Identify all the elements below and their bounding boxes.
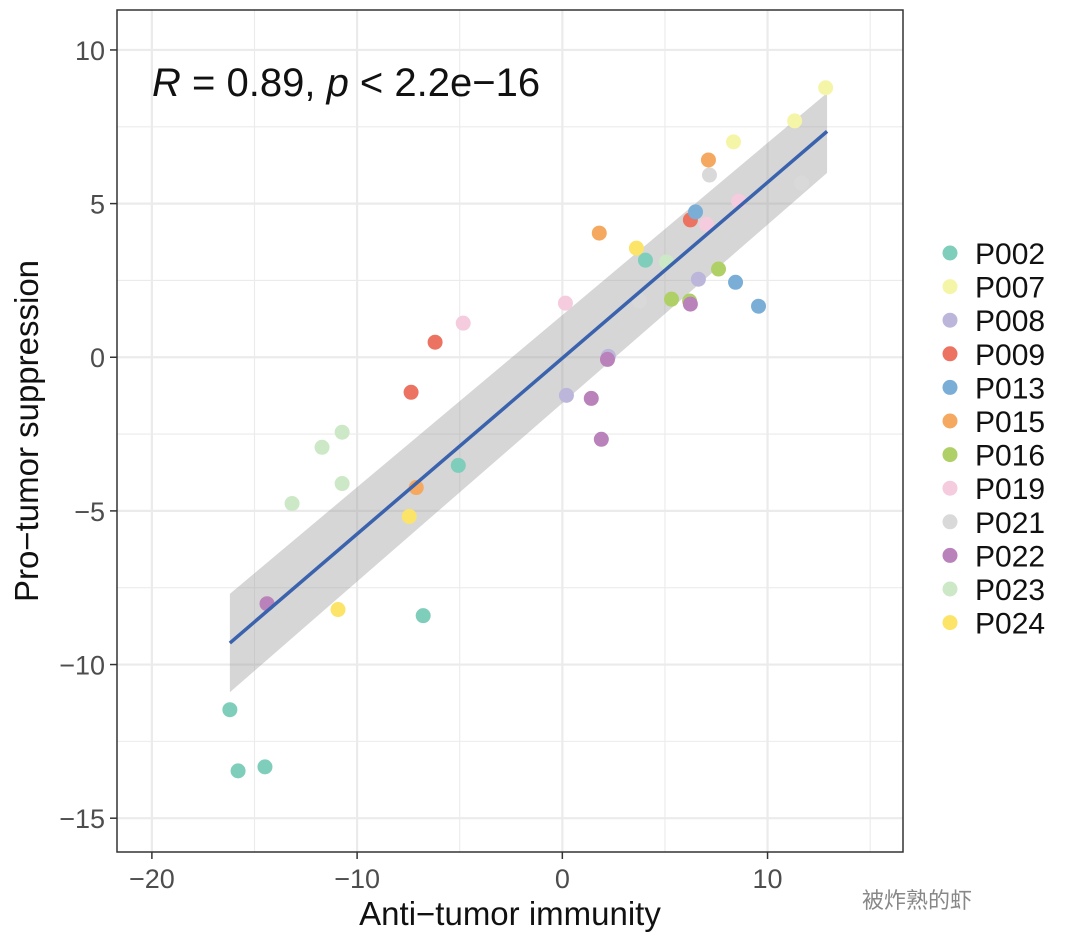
x-tick-label: −10 [334,864,380,894]
point-p002 [415,608,431,624]
point-p024 [628,240,644,256]
y-tick-label: 10 [75,36,105,66]
points [222,80,834,779]
confidence-band [229,92,828,693]
point-p008 [558,387,574,403]
x-axis-label: Anti−tumor immunity [359,895,661,932]
legend-key-p007 [942,279,958,295]
point-p002 [257,759,273,775]
legend-label: P021 [975,507,1045,540]
grid [117,10,903,852]
legend-label: P009 [975,339,1045,372]
legend-key-p008 [942,312,958,328]
legend-key-p022 [942,547,958,563]
legend-label: P002 [975,238,1045,271]
legend-label: P022 [975,540,1045,573]
point-p013 [688,204,704,220]
point-p002 [222,702,238,718]
confidence-band-area [229,92,828,693]
point-p007 [725,134,741,150]
regression-line [228,130,829,645]
y-tick-label: 0 [90,343,105,373]
point-p015 [408,480,424,496]
point-p015 [591,225,607,241]
legend-label: P013 [975,372,1045,405]
point-p008 [690,271,706,287]
point-p013 [728,274,744,290]
point-p016 [664,291,680,307]
point-p002 [230,763,246,779]
x-tick-label: 10 [753,864,783,894]
point-p015 [700,152,716,168]
x-tick-label: −20 [129,864,175,894]
legend-key-p015 [942,413,958,429]
point-p016 [711,261,727,277]
legend-label: P023 [975,574,1045,607]
y-axis-label: Pro−tumor suppression [8,260,45,602]
legend-key-p019 [942,480,958,496]
plot-border [116,9,904,853]
legend-label: P007 [975,272,1045,305]
legend-key-p024 [942,615,958,631]
point-p009 [403,384,419,400]
point-p013 [751,298,767,314]
legend-label: P019 [975,473,1045,506]
point-p023 [334,476,350,492]
point-p023 [334,424,350,440]
point-p022 [583,390,599,406]
legend-key-p013 [942,379,958,395]
point-p007 [818,80,834,96]
legend-key-p021 [942,514,958,530]
point-p022 [599,351,615,367]
legend-key-p016 [942,447,958,463]
y-tick-label: −10 [59,651,105,681]
point-p023 [314,439,330,455]
legend-label: P024 [975,608,1045,641]
x-ticks: −20 −10 0 10 [129,852,783,894]
legend: P002P007P008P009P013P015P016P019P021P022… [942,238,1045,641]
legend-key-p009 [942,346,958,362]
point-p023 [284,496,300,512]
point-p009 [427,334,443,350]
point-p022 [593,431,609,447]
legend-label: P015 [975,406,1045,439]
point-p024 [401,508,417,524]
watermark: 被炸熟的虾 [862,889,973,914]
point-p021 [701,167,717,183]
y-tick-label: −15 [59,804,105,834]
point-p007 [787,113,803,129]
legend-label: P016 [975,440,1045,473]
point-p019 [698,216,714,232]
y-ticks: −15 −10 −5 0 5 10 [59,36,117,834]
point-p019 [455,315,471,331]
point-p022 [682,296,698,312]
regression-line-path [228,130,829,645]
annotation: R = 0.89, p < 2.2e−16 [152,61,540,105]
legend-key-p002 [942,245,958,261]
point-p002 [637,252,653,268]
x-tick-label: 0 [555,864,570,894]
point-p002 [450,457,466,473]
legend-key-p023 [942,581,958,597]
y-tick-label: −5 [74,497,105,527]
y-tick-label: 5 [90,190,105,220]
legend-label: P008 [975,305,1045,338]
point-p021 [794,175,810,191]
point-p019 [557,295,573,311]
point-p024 [330,602,346,618]
